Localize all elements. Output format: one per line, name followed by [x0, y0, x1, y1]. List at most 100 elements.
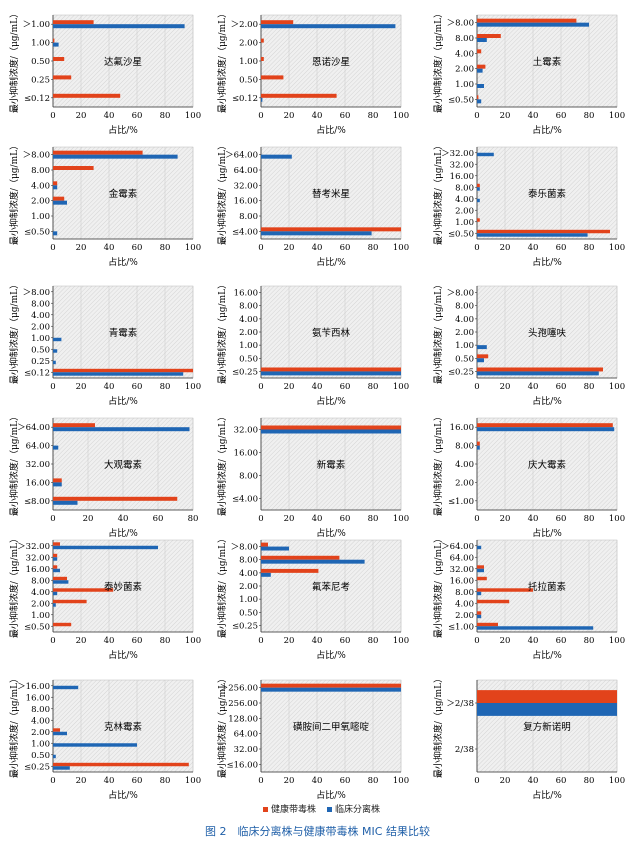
x-tick-label: 100	[393, 636, 409, 646]
y-axis-label: 最小抑制浓度/（μg/mL）	[432, 674, 444, 778]
x-tick-label: 0	[258, 636, 263, 646]
y-tick-label: 4.00	[31, 181, 50, 191]
y-tick-label: 8.00	[31, 299, 50, 309]
x-tick-label: 80	[160, 243, 171, 253]
chart-panel: 最小抑制浓度/（μg/mL） 0 20 40 60 80 100 占比/% ≤1.00 2.00 4…	[432, 412, 625, 539]
bar-clinical	[53, 685, 79, 690]
y-tick-label: 8.00	[455, 302, 474, 312]
bar-clinical	[261, 572, 271, 577]
y-tick-label: 2.00	[455, 206, 474, 216]
y-tick-label: 64.00	[234, 166, 258, 176]
y-tick-label: ＞8.00	[447, 19, 474, 29]
y-tick-label: 32.00	[26, 460, 50, 470]
x-tick-label: 0	[50, 111, 55, 121]
y-tick-label: ≤0.50	[24, 622, 50, 632]
x-tick-label: 20	[500, 636, 511, 646]
y-tick-label: 2.00	[239, 328, 258, 338]
y-tick-label: 8.00	[455, 588, 474, 598]
y-tick-label: ＞8.00	[23, 151, 50, 161]
y-axis-label: 最小抑制浓度/（μg/mL）	[8, 534, 20, 638]
x-tick-label: 80	[368, 111, 379, 121]
chart-title: 托拉菌素	[528, 581, 567, 593]
bar-healthy	[477, 64, 486, 69]
bar-clinical	[477, 614, 482, 619]
chart-title: 新霉素	[317, 459, 346, 471]
y-tick-label: 0.25	[31, 75, 50, 85]
x-tick-label: 0	[258, 776, 263, 786]
x-axis-label: 占比/%	[108, 789, 138, 800]
x-tick-label: 40	[312, 636, 323, 646]
x-tick-label: 100	[609, 382, 625, 392]
plot-area	[52, 285, 194, 379]
x-tick-label: 60	[340, 382, 351, 392]
x-tick-label: 80	[584, 636, 595, 646]
bar-healthy	[477, 611, 482, 615]
x-tick-label: 100	[393, 776, 409, 786]
bar-healthy	[261, 38, 264, 43]
y-tick-label: 8.00	[239, 302, 258, 312]
y-tick-label: 8.00	[455, 34, 474, 44]
y-tick-label: 2.00	[31, 322, 50, 332]
bar-clinical	[261, 24, 396, 29]
x-tick-label: 60	[556, 111, 567, 121]
bar-healthy	[477, 95, 479, 100]
y-tick-label: ≤16.00	[227, 760, 258, 770]
y-tick-label: ≤0.12	[24, 368, 50, 378]
x-tick-label: 100	[393, 514, 409, 524]
y-tick-label: 1.00	[239, 341, 258, 351]
chart-panel: 最小抑制浓度/（μg/mL） 0 20 40 60 80 占比/% ≤8.00 16.00 32.…	[8, 412, 198, 539]
bar-clinical	[53, 349, 58, 353]
chart-title: 庆大霉素	[528, 459, 567, 471]
bar-clinical	[477, 591, 482, 596]
y-tick-label: 2.00	[239, 582, 258, 592]
y-tick-label: 2.00	[31, 599, 50, 609]
y-axis-label: 最小抑制浓度/（μg/mL）	[8, 9, 20, 113]
x-axis-label: 占比/%	[532, 124, 562, 136]
x-tick-label: 40	[104, 382, 115, 392]
x-tick-label: 40	[312, 111, 323, 121]
y-tick-label: 32.00	[450, 160, 474, 170]
chart-panel: 最小抑制浓度/（μg/mL） 0 20 40 60 80 100 占比/% ≤0.501.00 2…	[8, 534, 201, 661]
x-tick-label: 20	[284, 776, 295, 786]
x-tick-label: 0	[474, 776, 479, 786]
bar-healthy	[261, 542, 268, 547]
x-tick-label: 100	[393, 111, 409, 121]
bar-healthy	[477, 622, 498, 627]
bar-healthy	[477, 588, 533, 592]
bar-healthy	[261, 20, 294, 25]
x-tick-label: 40	[104, 111, 115, 121]
y-tick-label: 64.00	[450, 553, 474, 563]
chart-panel: 最小抑制浓度/（μg/mL） 0 20 40 60 80 100 占比/% ≤0.120.25 0…	[8, 280, 201, 407]
plot-area	[476, 417, 618, 511]
y-tick-label: 8.00	[455, 442, 474, 452]
y-tick-label: ＞8.00	[447, 289, 474, 299]
y-tick-label: 16.00	[234, 197, 258, 207]
bar-healthy	[477, 576, 487, 581]
y-tick-label: ≤0.12	[24, 94, 50, 104]
bar-healthy	[477, 423, 613, 428]
bar-clinical	[53, 445, 59, 450]
y-tick-label: ＞64.00	[17, 423, 50, 433]
chart-panel: 最小抑制浓度/（μg/mL） 0 20 40 60 80 100 占比/% ≤0.501.00 2…	[432, 141, 625, 268]
x-tick-label: 40	[312, 514, 323, 524]
bar-healthy	[53, 565, 58, 569]
y-tick-label: 16.00	[450, 423, 474, 433]
chart-title: 氟苯尼考	[312, 581, 350, 593]
plot-area	[260, 146, 402, 240]
y-tick-label: 16.00	[234, 449, 258, 459]
x-tick-label: 0	[258, 111, 263, 121]
y-tick-label: ≤4.00	[232, 495, 258, 505]
y-tick-label: ≤0.25	[448, 367, 474, 377]
x-tick-label: 80	[584, 243, 595, 253]
bar-healthy	[53, 728, 60, 732]
plot-area	[476, 285, 618, 379]
x-tick-label: 80	[368, 776, 379, 786]
x-tick-label: 80	[188, 514, 199, 524]
x-tick-label: 60	[556, 776, 567, 786]
y-tick-label: 1.00	[31, 212, 50, 222]
x-axis-label: 占比/%	[532, 395, 562, 407]
x-tick-label: 0	[50, 243, 55, 253]
y-axis-label: 最小抑制浓度/（μg/mL）	[216, 9, 228, 113]
y-tick-label: ＞32.00	[17, 542, 50, 552]
